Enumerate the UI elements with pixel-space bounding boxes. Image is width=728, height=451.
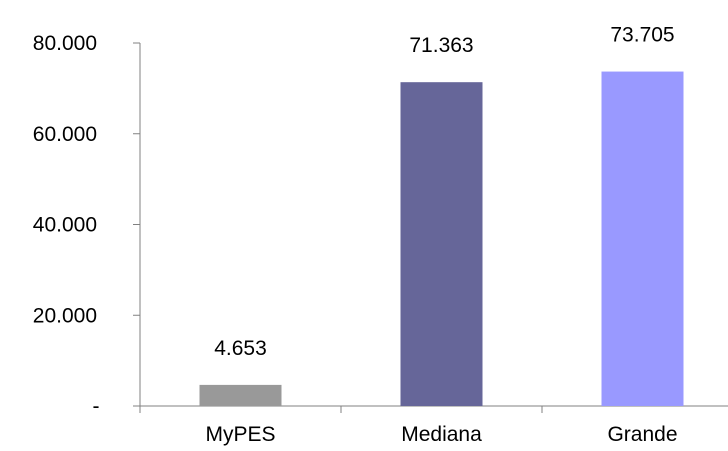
y-tick-label: 80.000 xyxy=(33,32,97,55)
axes: - 20.000 40.000 60.000 80.000 xyxy=(33,32,728,418)
y-tick-label: - xyxy=(93,395,100,418)
bars xyxy=(199,71,684,407)
x-category-label: Mediana xyxy=(401,423,482,446)
bar-grande xyxy=(601,71,684,406)
y-tick-label: 60.000 xyxy=(33,123,97,146)
x-category-label: Grande xyxy=(607,423,677,446)
bar-mediana xyxy=(400,82,483,407)
bar-mypes xyxy=(199,384,282,406)
bar-value-label: 4.653 xyxy=(214,337,267,360)
y-tick-label: 20.000 xyxy=(33,304,97,327)
x-category-label: MyPES xyxy=(205,423,275,446)
bar-value-label: 71.363 xyxy=(409,34,473,57)
labels: 4.653 MyPES 71.363 Mediana 73.705 Grande xyxy=(205,24,677,446)
bar-value-label: 73.705 xyxy=(610,24,674,47)
y-tick-label: 40.000 xyxy=(33,214,97,237)
